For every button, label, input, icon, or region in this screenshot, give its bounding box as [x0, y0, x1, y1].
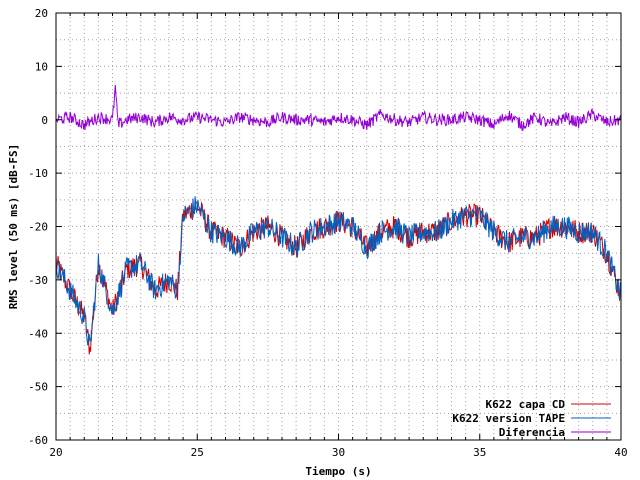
series-line-3 [55, 84, 622, 132]
y-tick-label: -20 [28, 221, 48, 234]
y-tick-label: -50 [28, 381, 48, 394]
legend-label: Diferencia [499, 426, 565, 439]
x-tick-label: 20 [49, 446, 62, 459]
y-tick-label: -40 [28, 327, 48, 340]
legend-label: K622 capa CD [486, 398, 566, 411]
y-tick-label: 0 [41, 114, 48, 127]
y-tick-label: -60 [28, 434, 48, 447]
series-lines [55, 84, 622, 355]
x-tick-label: 40 [614, 446, 627, 459]
axis-ticks: 20 25 30 35 40 -60 -50 -40 -30 -20 -10 0 10 20 [28, 7, 628, 459]
y-tick-label: -30 [28, 274, 48, 287]
x-tick-label: 30 [332, 446, 345, 459]
y-axis-label: RMS level (50 ms) [dB-FS] [7, 144, 20, 310]
legend-label: K622 version TAPE [452, 412, 565, 425]
x-tick-label: 35 [473, 446, 486, 459]
x-tick-label: 25 [191, 446, 204, 459]
series-line-2 [55, 196, 622, 346]
y-tick-label: 10 [35, 60, 48, 73]
y-tick-label: -10 [28, 167, 48, 180]
x-axis-label: Tiempo (s) [305, 465, 371, 478]
y-tick-label: 20 [35, 7, 48, 20]
